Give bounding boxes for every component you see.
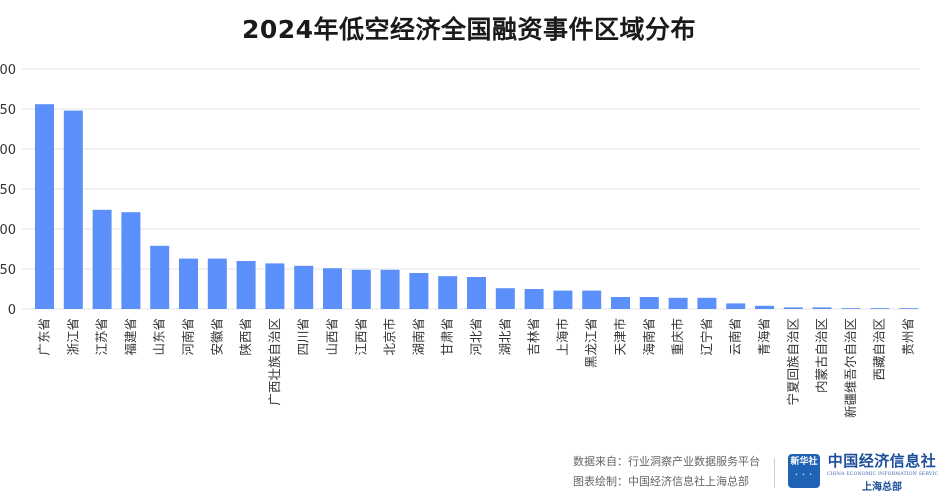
bar [323,268,342,309]
x-tick-label: 青海省 [757,318,772,356]
bar [582,290,602,309]
bar [553,290,573,309]
bar [812,307,832,309]
bar [380,269,400,309]
x-tick-label: 上海市 [555,318,570,356]
x-tick-label: 新疆维吾尔自治区 [843,318,858,418]
x-tick-label: 内蒙古自治区 [814,318,829,393]
bar [179,258,198,309]
x-tick-label: 海南省 [641,318,656,356]
x-tick-label: 山西省 [325,318,340,356]
x-tick-label: 湖北省 [497,318,512,356]
brand-name: 中国经济信息社 [827,452,937,470]
y-tick-label: 0 [8,303,16,318]
bar [495,288,515,309]
bar [35,104,54,309]
bar [121,212,141,309]
bar [236,261,256,309]
bar [726,303,746,309]
x-axis-tick-labels: 广东省 浙江省 江苏省 福建省 山东省 河南省 安徽省 陕西省 广西壮族自治区 四川省 山西省 江西省… [37,318,916,418]
chart-title: 2024年低空经济全国融资事件区域分布 [241,15,697,44]
bar [755,305,774,309]
xinhua-logo-icon: 新华社 · · · [788,454,820,488]
y-tick-label: 250 [0,103,16,118]
bar [150,245,170,309]
bar [870,308,890,309]
grid-lines [22,68,920,310]
y-tick-label: 100 [0,223,16,238]
brand-logo: 中国经济信息社 CHINA ECONOMIC INFORMATION SERVI… [827,450,938,493]
bar [783,307,803,309]
x-tick-label: 广西壮族自治区 [267,318,282,406]
bar [294,265,314,309]
x-tick-label: 吉林省 [526,318,541,356]
brand-sub-name: 上海总部 [862,482,902,493]
x-tick-label: 江苏省 [94,318,109,356]
x-tick-label: 西藏自治区 [872,318,887,381]
bar [63,110,83,309]
chart-credit-text: 图表绘制：中国经济信息社上海总部 [573,475,749,488]
x-tick-label: 辽宁省 [699,318,714,356]
x-tick-label: 安徽省 [209,318,224,356]
y-tick-label: 150 [0,183,16,198]
x-tick-label: 天津市 [613,318,628,356]
y-axis-tick-labels: 0 50 100 150 200 250 300 [0,63,16,318]
data-source-text: 数据来自：行业洞察产业数据服务平台 [573,455,760,468]
bar [841,308,861,309]
bar [265,263,285,309]
x-tick-label: 河南省 [181,318,196,356]
bars [35,104,918,309]
x-tick-label: 陕西省 [238,318,253,356]
y-tick-label: 300 [0,63,16,78]
bar [409,273,429,309]
footer-divider [774,458,775,488]
logo-dots: · · · [795,471,813,479]
x-tick-label: 重庆市 [670,318,685,356]
bar [351,269,371,309]
x-tick-label: 河北省 [469,318,484,356]
bar [207,258,227,309]
bar [697,297,717,309]
bar [524,289,544,309]
x-tick-label: 广东省 [37,318,52,356]
y-tick-label: 200 [0,143,16,158]
y-tick-label: 50 [0,263,16,278]
bar [639,297,659,309]
x-tick-label: 湖南省 [411,318,426,356]
bar [668,297,688,309]
x-tick-label: 贵州省 [901,318,916,356]
bar [438,276,458,309]
x-tick-label: 宁夏回族自治区 [785,318,800,406]
x-tick-label: 云南省 [728,318,743,356]
x-tick-label: 山东省 [152,318,167,356]
x-tick-label: 北京市 [382,318,397,356]
x-tick-label: 福建省 [123,318,138,356]
bar [611,297,630,309]
x-tick-label: 甘肃省 [440,318,455,356]
bar [467,277,486,309]
x-tick-label: 江西省 [353,318,368,356]
x-tick-label: 浙江省 [65,318,80,356]
bar [92,209,112,309]
x-tick-label: 黑龙江省 [584,318,599,368]
xinhua-badge-text: 新华社 [790,457,818,467]
brand-english-name: CHINA ECONOMIC INFORMATION SERVICE [827,472,938,477]
bar [899,308,918,309]
x-tick-label: 四川省 [296,318,311,356]
